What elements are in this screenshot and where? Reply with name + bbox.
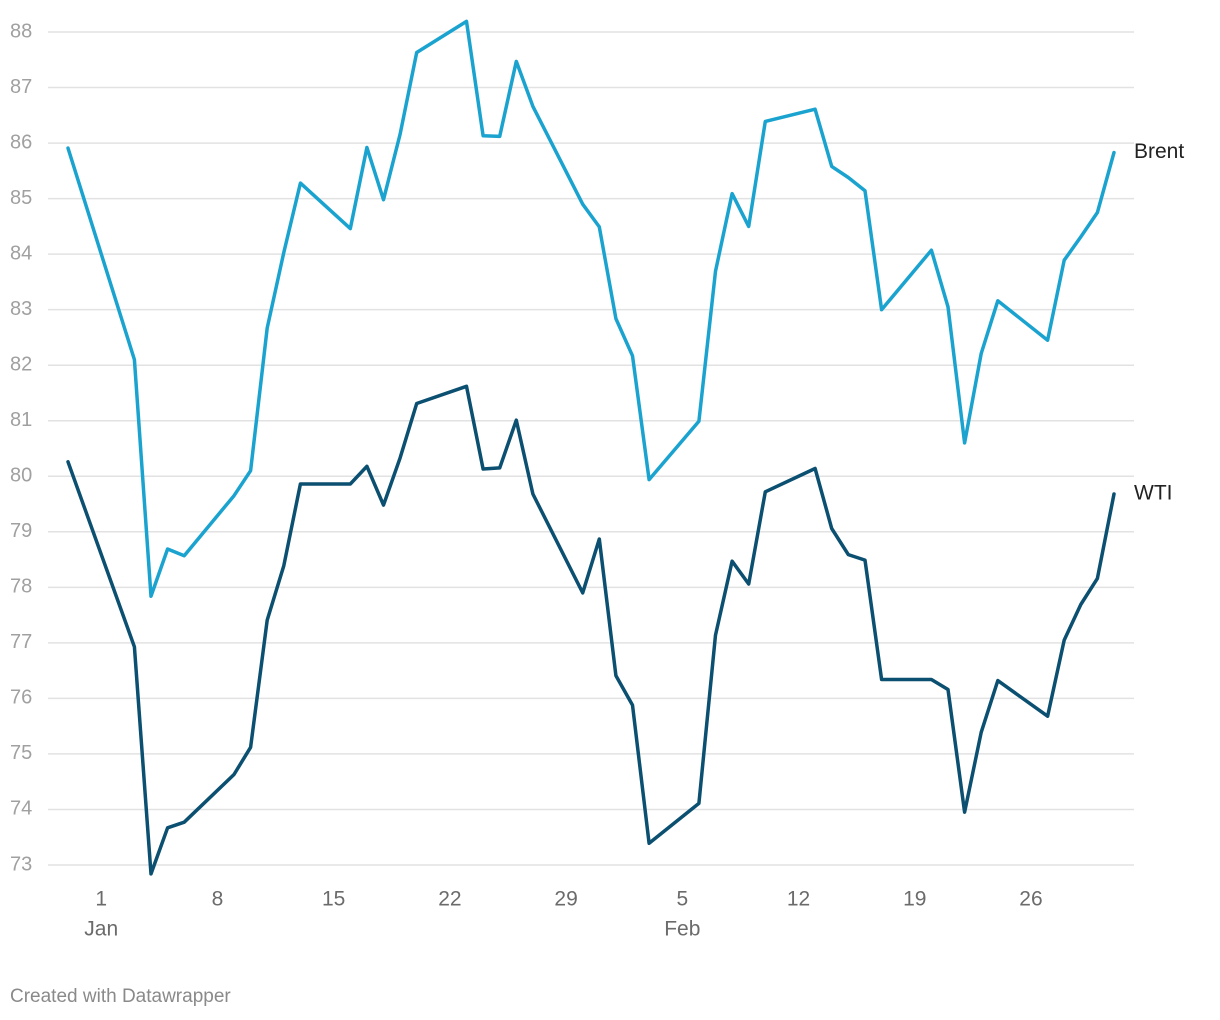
y-tick-label: 88 [10, 20, 32, 42]
y-tick-label: 76 [10, 687, 32, 709]
month-label: Feb [664, 918, 700, 941]
series-label: Brent [1134, 140, 1184, 163]
y-tick-label: 81 [10, 409, 32, 431]
y-tick-label: 82 [10, 353, 32, 375]
x-tick-label: 8 [212, 888, 224, 911]
y-tick-label: 78 [10, 576, 32, 598]
x-tick-label: 29 [554, 888, 577, 911]
x-tick-label: 15 [322, 888, 345, 911]
x-tick-label: 26 [1019, 888, 1042, 911]
y-tick-label: 85 [10, 187, 32, 209]
x-tick-label: 5 [676, 888, 688, 911]
y-tick-label: 79 [10, 520, 32, 542]
y-tick-label: 75 [10, 742, 32, 764]
y-tick-label: 83 [10, 298, 32, 320]
x-tick-label: 19 [903, 888, 926, 911]
y-tick-label: 86 [10, 131, 32, 153]
month-label: Jan [84, 918, 118, 941]
y-tick-label: 87 [10, 76, 32, 98]
line [66, 19, 1116, 598]
x-tick-label: 12 [787, 888, 810, 911]
x-tick-label: 1 [95, 888, 107, 911]
y-tick-label: 80 [10, 465, 32, 487]
footer: Created with Datawrapper [10, 986, 231, 1007]
y-tick-label: 84 [10, 242, 32, 264]
line [66, 384, 1116, 876]
y-tick-label: 73 [10, 853, 32, 875]
y-tick-label: 74 [10, 798, 32, 820]
series-label: WTI [1134, 482, 1172, 505]
y-tick-label: 77 [10, 631, 32, 653]
x-tick-label: 22 [438, 888, 461, 911]
